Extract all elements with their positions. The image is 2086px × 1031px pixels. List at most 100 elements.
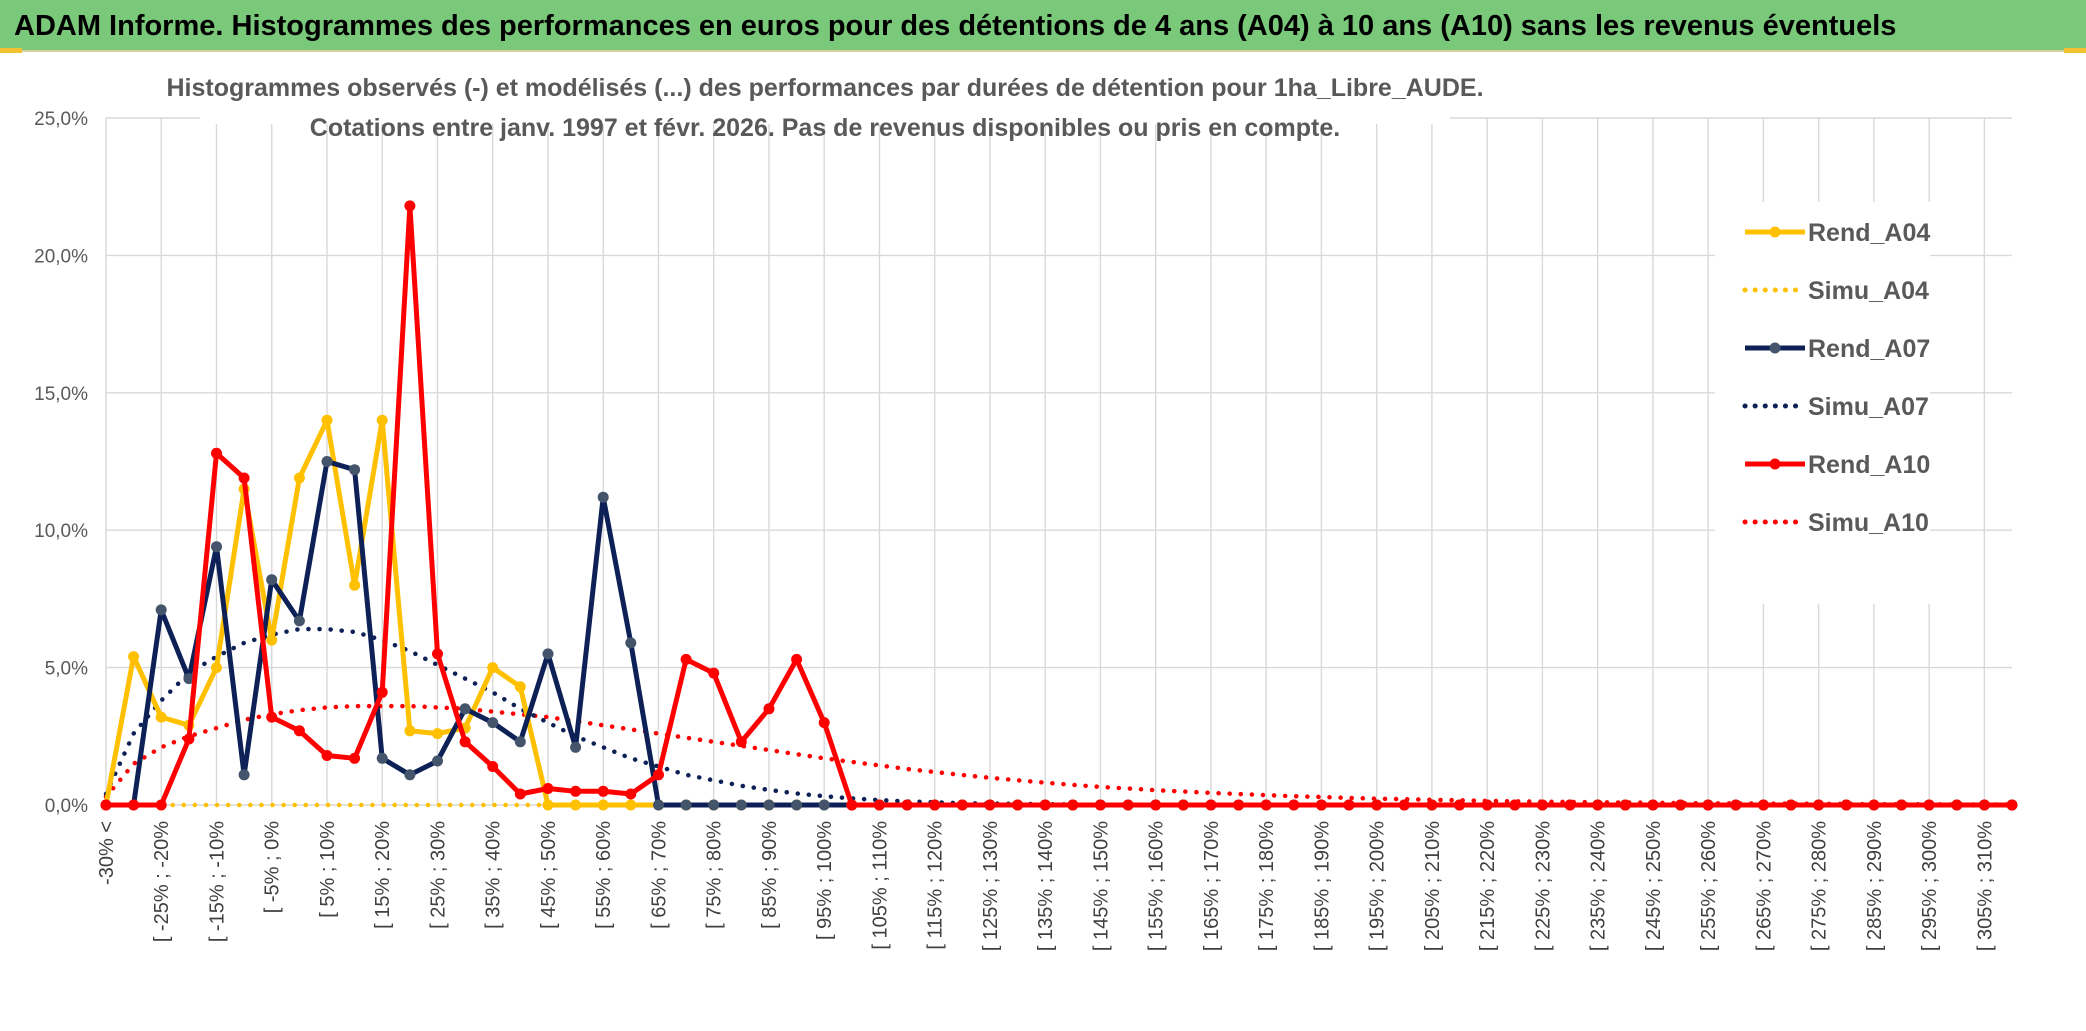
series-point-rend-a10 [1619, 799, 1631, 811]
series-point-rend-a10 [1205, 799, 1217, 811]
series-point-rend-a10 [487, 761, 499, 772]
series-point-rend-a04 [211, 662, 222, 674]
series-point-rend-a10 [100, 799, 112, 811]
series-point-rend-a10 [1923, 799, 1935, 811]
legend-item-rend-a07: Rend_A07 [1745, 335, 1930, 363]
series-point-rend-a10 [1067, 799, 1079, 811]
series-point-rend-a10 [1785, 799, 1797, 811]
x-tick-label: [ 115% ; 120% [925, 821, 947, 950]
series-point-rend-a07 [597, 491, 609, 503]
series-point-rend-a10 [1371, 799, 1383, 811]
series-point-rend-a10 [128, 799, 140, 811]
series-lines [100, 200, 2018, 811]
x-tick-label: [ 25% ; 30% [427, 821, 449, 929]
series-point-rend-a10 [542, 783, 554, 794]
series-point-rend-a10 [1896, 799, 1907, 811]
performance-histogram-chart: 0,0% 5,0% 10,0% 15,0% 20,0% 25,0% -30% < [ -25… [34, 56, 2018, 951]
legend-item-rend-a10: Rend_A10 [1745, 451, 1930, 479]
report-header: ADAM Informe. Histogrammes des performan… [0, 0, 2086, 52]
series-point-rend-a07 [321, 456, 333, 467]
series-point-rend-a10 [791, 653, 803, 665]
series-point-rend-a10 [183, 733, 195, 745]
series-point-rend-a04 [432, 728, 443, 740]
series-point-rend-a07 [487, 717, 499, 729]
series-point-rend-a10 [818, 717, 830, 729]
series-point-rend-a10 [956, 799, 968, 811]
y-axis-ticks: 0,0% 5,0% 10,0% 15,0% 20,0% 25,0% [34, 109, 88, 817]
series-point-rend-a07 [238, 769, 250, 781]
series-line-simu-a10 [103, 703, 2015, 807]
series-point-rend-a10 [1426, 799, 1438, 811]
series-point-rend-a10 [708, 667, 720, 679]
legend-label: Simu_A07 [1808, 393, 1929, 421]
x-tick-label: [ 185% ; 190% [1311, 821, 1333, 951]
series-point-rend-a10 [1840, 799, 1852, 811]
series-point-rend-a10 [929, 799, 941, 811]
series-line-simu-a07 [103, 626, 2015, 808]
x-tick-label: [ -5% ; 0% [262, 821, 284, 913]
series-point-rend-a04 [597, 799, 609, 811]
series-point-rend-a04 [293, 472, 305, 484]
series-point-rend-a10 [846, 799, 858, 811]
series-point-rend-a07 [266, 574, 278, 586]
series-point-rend-a10 [1260, 799, 1272, 811]
series-point-rend-a10 [1094, 799, 1106, 811]
legend-background [1715, 202, 1930, 604]
series-point-rend-a07 [791, 799, 803, 811]
series-point-rend-a07 [570, 741, 582, 753]
series-point-rend-a04 [376, 414, 388, 426]
series-point-rend-a10 [211, 447, 222, 459]
series-point-rend-a10 [1012, 799, 1024, 811]
series-point-rend-a10 [984, 799, 996, 811]
chart-title-background [200, 56, 1450, 124]
x-tick-label: [ 125% ; 130% [980, 821, 1002, 951]
x-tick-label: [ -25% ; -20% [151, 821, 173, 942]
series-point-rend-a10 [349, 752, 361, 764]
x-tick-label: [ 225% ; 230% [1532, 821, 1554, 951]
series-point-rend-a10 [1536, 799, 1548, 811]
series-point-rend-a10 [1177, 799, 1189, 811]
y-tick-label: 10,0% [34, 521, 88, 542]
series-point-rend-a07 [376, 752, 388, 764]
x-tick-label: [ 265% ; 270% [1753, 821, 1775, 951]
series-point-rend-a10 [1122, 799, 1134, 811]
series-point-rend-a10 [873, 799, 885, 811]
chart-title-line-2: Cotations entre janv. 1997 et févr. 2026… [310, 114, 1340, 142]
legend-swatch-marker [1769, 458, 1781, 470]
series-point-rend-a10 [1868, 799, 1880, 811]
series-point-rend-a10 [514, 788, 526, 800]
series-point-rend-a10 [1647, 799, 1659, 811]
series-point-rend-a10 [376, 686, 388, 698]
series-point-rend-a10 [155, 799, 167, 811]
x-tick-label: [ 165% ; 170% [1201, 821, 1223, 951]
series-point-rend-a07 [211, 541, 222, 553]
x-tick-label: [ 35% ; 40% [483, 821, 505, 929]
series-point-rend-a04 [625, 799, 637, 811]
series-point-rend-a07 [625, 637, 637, 649]
series-point-rend-a10 [266, 711, 278, 723]
series-point-rend-a10 [2006, 799, 2018, 811]
x-tick-label: [ 155% ; 160% [1146, 821, 1168, 951]
x-tick-label: [ 105% ; 110% [869, 821, 891, 950]
legend-item-simu-a07: Simu_A07 [1742, 393, 1929, 421]
x-tick-label: [ 75% ; 80% [704, 821, 726, 929]
x-tick-label: [ 205% ; 210% [1422, 821, 1444, 951]
series-point-rend-a10 [653, 769, 664, 781]
x-tick-label: [ 135% ; 140% [1035, 821, 1057, 951]
series-point-rend-a07 [155, 604, 167, 616]
series-point-rend-a07 [514, 736, 526, 748]
x-tick-label: [ 235% ; 240% [1588, 821, 1610, 951]
legend-label: Rend_A04 [1808, 219, 1930, 247]
x-tick-label: [ 65% ; 70% [648, 821, 670, 929]
series-point-rend-a04 [570, 799, 582, 811]
series-point-rend-a07 [349, 464, 361, 476]
x-tick-label: [ 195% ; 200% [1367, 821, 1389, 951]
legend-label: Rend_A07 [1808, 335, 1930, 363]
x-tick-label: [ 215% ; 220% [1477, 821, 1499, 951]
chart-title: Histogrammes observés (-) et modélisés (… [166, 56, 1484, 142]
x-tick-label: [ 175% ; 180% [1256, 821, 1278, 951]
series-point-rend-a10 [763, 703, 775, 715]
legend-label: Simu_A10 [1808, 509, 1929, 537]
series-point-rend-a10 [1564, 799, 1576, 811]
